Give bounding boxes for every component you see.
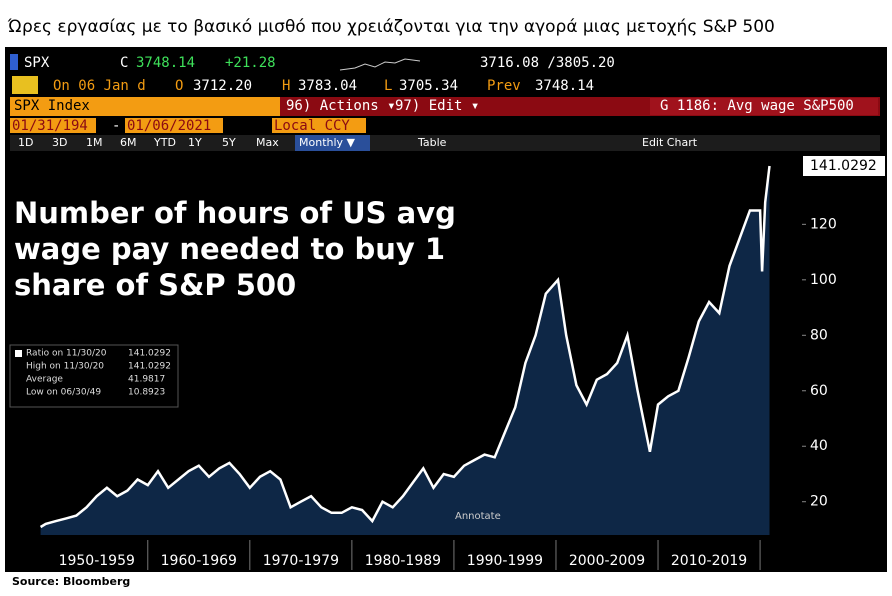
last-value-box [803, 156, 885, 176]
legend-label: Average [26, 375, 63, 385]
frequency-button[interactable] [295, 135, 370, 151]
period-button[interactable]: 3D [52, 136, 67, 149]
annotation: share of S&P 500 [14, 268, 296, 302]
open-label: O [175, 78, 183, 94]
currency-box [272, 118, 366, 133]
period-button[interactable]: 1M [86, 136, 103, 149]
start-date-box [10, 118, 96, 133]
page-title: Ώρες εργασίας με το βασικό μισθό που χρε… [7, 17, 775, 37]
legend-label: Low on 06/30/49 [26, 388, 101, 398]
ticker: SPX [24, 55, 50, 71]
toolbar [10, 135, 880, 151]
edit-chart-button[interactable]: Edit Chart [642, 136, 698, 149]
day-range: 3716.08 /3805.20 [480, 55, 615, 71]
y-tick-label: 20 [810, 494, 828, 510]
frequency-label[interactable]: Monthly ▼ [299, 136, 356, 149]
legend-value: 10.8923 [128, 388, 165, 398]
x-tick-label: 2010-2019 [671, 553, 747, 569]
annotate-label[interactable]: Annotate [455, 511, 501, 522]
close-price: 3748.14 [136, 55, 195, 71]
y-tick-label: 120 [810, 216, 837, 232]
security-bar [10, 97, 280, 116]
chart-id-box [650, 98, 878, 115]
annotation: Number of hours of US avg [14, 196, 456, 230]
y-tick-label: 80 [810, 327, 828, 343]
price-change: +21.28 [225, 55, 276, 71]
low-price: 3705.34 [399, 78, 458, 94]
prev-label: Prev [487, 78, 521, 94]
x-tick-label: 1970-1979 [263, 553, 339, 569]
y-tick-label: 40 [810, 438, 828, 454]
ticker-flag [10, 54, 18, 70]
period-button[interactable]: 5Y [222, 136, 236, 149]
prev-price: 3748.14 [535, 78, 594, 94]
chart-id: G 1186: Avg wage S&P500 [660, 98, 854, 114]
last-value-label: 141.0292 [810, 158, 877, 174]
currency: Local CCY [274, 118, 350, 134]
legend-box [9, 344, 179, 408]
close-label: C [120, 55, 128, 71]
period-button[interactable]: 6M [120, 136, 137, 149]
date-separator: - [112, 118, 120, 134]
quote-date: On 06 Jan d [53, 78, 146, 94]
alert-icon [12, 76, 38, 94]
start-date: 01/31/194 [12, 118, 88, 134]
open-price: 3712.20 [193, 78, 252, 94]
end-date-box [125, 118, 223, 133]
y-tick-label: 60 [810, 383, 828, 399]
x-tick-label: 1980-1989 [365, 553, 441, 569]
legend-value: 141.0292 [128, 362, 171, 372]
period-button[interactable]: 1Y [188, 136, 202, 149]
period-button[interactable]: YTD [153, 136, 176, 149]
table-button[interactable]: Table [417, 136, 447, 149]
annotation: wage pay needed to buy 1 [14, 232, 445, 266]
period-button[interactable]: Max [256, 136, 279, 149]
x-tick-label: 2000-2009 [569, 553, 645, 569]
high-label: H [282, 78, 290, 94]
area [40, 166, 770, 535]
legend-value: 141.0292 [128, 349, 171, 359]
legend-label: High on 11/30/20 [26, 362, 104, 372]
legend-label: Ratio on 11/30/20 [26, 349, 107, 359]
x-tick-label: 1960-1969 [161, 553, 237, 569]
sparkline [339, 58, 421, 71]
high-price: 3783.04 [298, 78, 357, 94]
y-tick-label: 100 [810, 272, 837, 288]
period-button[interactable]: 1D [18, 136, 33, 149]
source: Source: Bloomberg [12, 575, 130, 588]
line [39, 165, 771, 529]
end-date: 01/06/2021 [127, 118, 211, 134]
low-label: L [384, 78, 392, 94]
legend-value: 41.9817 [128, 375, 165, 385]
x-tick-label: 1950-1959 [59, 553, 135, 569]
x-tick-label: 1990-1999 [467, 553, 543, 569]
actions-menu[interactable]: 96) Actions ▾ [286, 98, 396, 114]
edit-menu[interactable]: 97) Edit ▾ [395, 98, 479, 114]
legend-swatch [15, 350, 22, 357]
security-name: SPX Index [14, 98, 90, 114]
